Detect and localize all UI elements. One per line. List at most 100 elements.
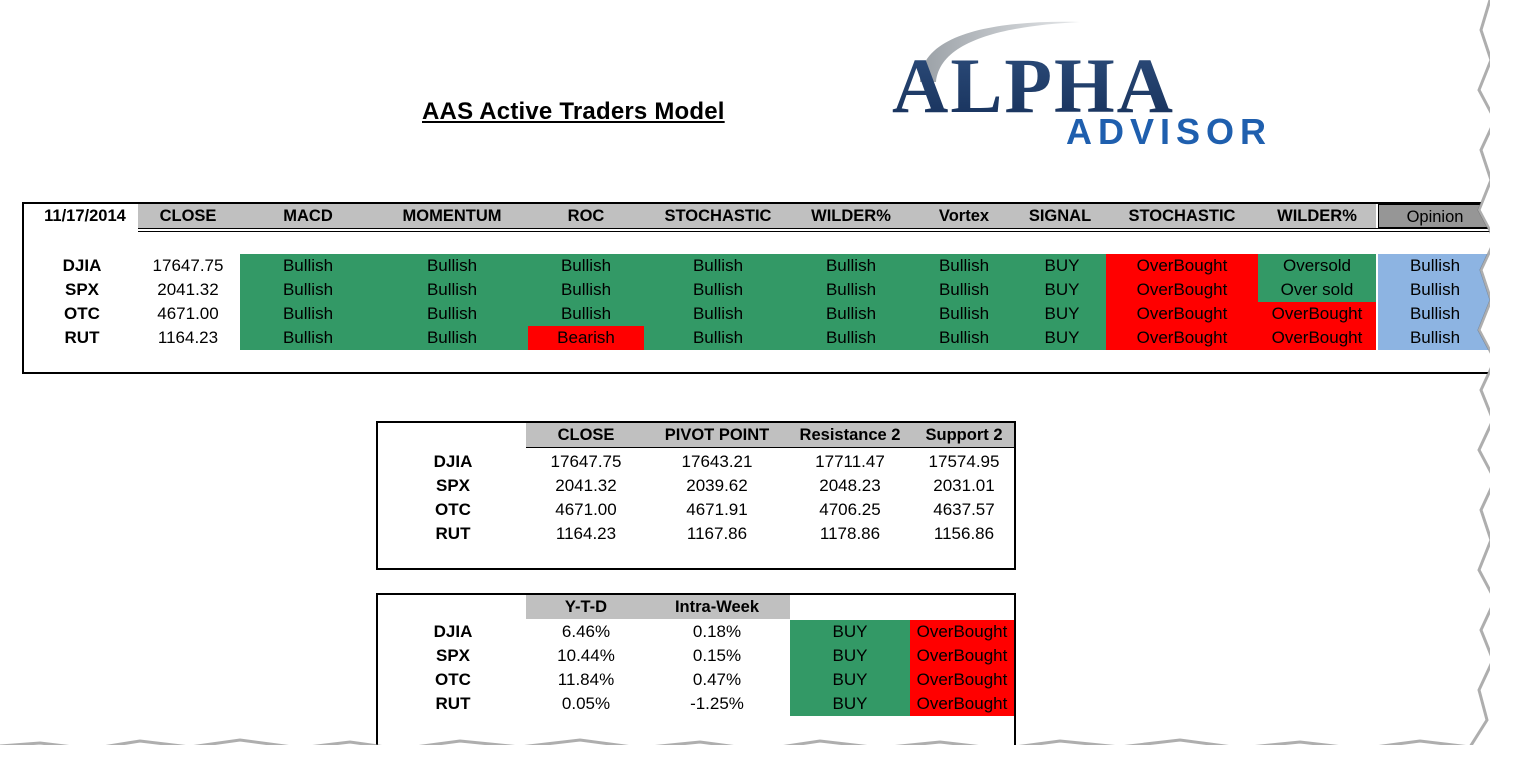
perf-cell-ytd: 6.46% [561,622,611,641]
cell-opinion: Bullish [1378,302,1490,326]
pivot-cell-close: 17647.75 [550,452,622,471]
perf-cell-signal: BUY [790,692,910,716]
cell-signal: BUY [1018,278,1106,302]
cell-stochastic: Bullish [644,278,792,302]
col-stochastic: STOCHASTIC [664,207,772,225]
pivot-cell-pivot: 17643.21 [681,452,753,471]
perf-cell-ytd: 11.84% [557,670,615,689]
cell-stochastic2: OverBought [1106,278,1258,302]
pivot-row-label: DJIA [433,452,473,471]
cell-roc: Bullish [528,302,644,326]
pivot-cell-r2: 17711.47 [815,452,885,471]
cell-opinion: Bullish [1378,278,1490,302]
pivot-cell-pivot: 1167.86 [686,524,748,543]
perf-row-label: RUT [435,694,471,713]
cell-close: 17647.75 [152,256,224,275]
pivot-col-pivot: PIVOT POINT [664,426,770,444]
page-title: AAS Active Traders Model [422,98,725,125]
cell-close: 1164.23 [157,328,219,347]
cell-opinion: Bullish [1378,326,1490,350]
row-label-djia: DJIA [62,256,102,275]
col-opinion: Opinion [1378,204,1490,228]
logo-advisor-text: ADVISOR [1066,111,1272,152]
cell-signal: BUY [1018,326,1106,350]
perf-cell-ytd: 0.05% [561,694,611,713]
col-close: CLOSE [159,207,217,225]
perf-col-ytd: Y-T-D [564,598,608,616]
cell-macd: Bullish [240,278,376,302]
pivot-cell-close: 2041.32 [555,476,617,495]
perf-cell-week: -1.25% [690,694,744,713]
col-vortex: Vortex [938,207,990,225]
pivot-cell-close: 4671.00 [555,500,617,519]
pivot-cell-r2: 2048.23 [819,476,881,495]
cell-opinion: Bullish [1378,254,1490,278]
pivot-row-label: RUT [435,524,471,543]
col-wilder: WILDER% [811,207,891,225]
cell-macd: Bullish [240,302,376,326]
cell-close: 4671.00 [157,304,219,323]
cell-signal: BUY [1018,254,1106,278]
pivot-col-s2: Support 2 [925,426,1003,444]
cell-wilder2: OverBought [1258,302,1376,326]
cell-wilder2: Oversold [1258,254,1376,278]
pivot-cell-s2: 17574.95 [928,452,1000,471]
pivot-col-r2: Resistance 2 [799,426,901,444]
cell-macd: Bullish [240,326,376,350]
cell-stochastic2: OverBought [1106,254,1258,278]
pivot-row-label: OTC [435,500,471,519]
cell-wilder: Bullish [792,254,910,278]
cell-roc: Bearish [528,326,644,350]
col-macd: MACD [283,207,333,225]
perf-cell-week: 0.18% [692,622,742,641]
pivot-cell-s2: 4637.57 [933,500,995,519]
pivot-table: CLOSE PIVOT POINT Resistance 2 Support 2… [376,421,1016,570]
model-table: 11/17/2014 CLOSE MACD MOMENTUM ROC STOCH… [22,202,1490,374]
cell-wilder: Bullish [792,278,910,302]
perf-cell-signal: BUY [790,668,910,692]
cell-wilder2: OverBought [1258,326,1376,350]
pivot-cell-s2: 2031.01 [933,476,995,495]
row-label-spx: SPX [64,280,100,299]
cell-momentum: Bullish [376,326,528,350]
col-stochastic-2: STOCHASTIC [1128,207,1236,225]
performance-table: Y-T-D Intra-Week DJIA 6.46% 0.18% BUY OverBo… [376,593,1016,745]
cell-stochastic2: OverBought [1106,326,1258,350]
cell-macd: Bullish [240,254,376,278]
perf-cell-ytd: 10.44% [557,646,615,665]
pivot-cell-pivot: 4671.91 [686,500,748,519]
perf-row-label: SPX [435,646,471,665]
col-signal: SIGNAL [1028,207,1092,225]
cell-stochastic2: OverBought [1106,302,1258,326]
perf-cell-week: 0.15% [692,646,742,665]
perf-cell-status: OverBought [910,692,1014,716]
col-momentum: MOMENTUM [402,207,502,225]
cell-wilder: Bullish [792,326,910,350]
col-roc: ROC [567,207,605,225]
cell-momentum: Bullish [376,254,528,278]
cell-close: 2041.32 [157,280,219,299]
header-rule [138,228,1490,229]
perf-cell-signal: BUY [790,620,910,644]
row-label-otc: OTC [64,304,100,323]
perf-row-label: DJIA [433,622,473,641]
perf-cell-status: OverBought [910,644,1014,668]
cell-vortex: Bullish [910,326,1018,350]
pivot-row-label: SPX [435,476,471,495]
pivot-header-rule [526,447,1014,448]
pivot-cell-pivot: 2039.62 [686,476,748,495]
perf-cell-status: OverBought [910,620,1014,644]
perf-row-label: OTC [435,670,471,689]
pivot-cell-r2: 4706.25 [819,500,881,519]
pivot-cell-close: 1164.23 [555,524,617,543]
cell-vortex: Bullish [910,254,1018,278]
col-wilder-2: WILDER% [1277,207,1357,225]
header-rule-2 [138,231,1490,232]
cell-roc: Bullish [528,254,644,278]
cell-vortex: Bullish [910,302,1018,326]
cell-momentum: Bullish [376,278,528,302]
cell-stochastic: Bullish [644,302,792,326]
cell-vortex: Bullish [910,278,1018,302]
cell-wilder: Bullish [792,302,910,326]
perf-cell-status: OverBought [910,668,1014,692]
